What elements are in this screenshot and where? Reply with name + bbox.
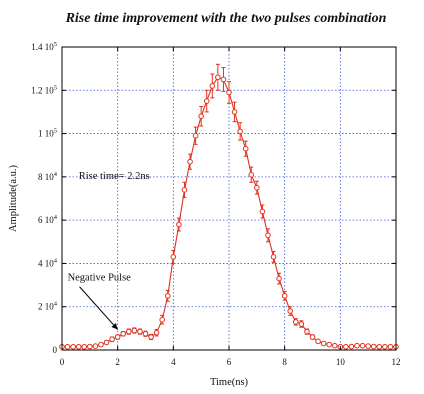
data-point: [287, 308, 294, 314]
data-point: [376, 343, 383, 350]
y-tick-label: 1.4 105: [31, 41, 57, 52]
y-tick-label: 4 104: [38, 257, 58, 268]
ticks: 0 2 4 6 8 10 12 0 2 104 4 104 6 104 8 104 1 105 1.2 1…: [31, 41, 400, 367]
data-point: [187, 158, 193, 165]
data-point: [126, 328, 132, 335]
data-point: [343, 343, 349, 350]
annotation-text: Rise time= 2.2ns: [79, 171, 150, 182]
data-point: [137, 328, 143, 335]
data-point: [359, 342, 366, 349]
data-point: [148, 334, 154, 340]
x-tick-label: 4: [171, 357, 176, 367]
data-point: [304, 328, 310, 335]
annotation-text: Negative Pulse: [68, 273, 132, 284]
data-point: [109, 336, 115, 342]
data-point: [120, 330, 127, 337]
data-point: [354, 342, 360, 349]
data-point: [320, 340, 327, 347]
data-point: [293, 319, 299, 325]
x-tick-label: 8: [282, 357, 287, 367]
data-point: [315, 338, 321, 345]
x-tick-label: 0: [60, 357, 65, 367]
data-point: [203, 98, 210, 104]
data-point: [265, 232, 271, 239]
y-tick-label: 2 104: [38, 301, 58, 312]
data-point: [192, 132, 199, 139]
y-tick-label: 1 105: [38, 128, 57, 139]
data-point: [226, 89, 232, 96]
x-tick-label: 12: [392, 357, 401, 367]
data-point: [276, 275, 282, 282]
data-point: [92, 343, 99, 349]
chart-title: Rise time improvement with the two pulse…: [65, 11, 387, 26]
data-point: [348, 343, 355, 350]
data-point: [170, 254, 177, 260]
y-tick-label: 0: [53, 345, 58, 355]
data-point: [181, 187, 188, 193]
data-point: [215, 74, 221, 81]
data-point: [98, 341, 104, 348]
data-point: [70, 343, 76, 350]
data-point: [103, 339, 110, 346]
data-point: [259, 208, 266, 215]
annotations: Rise time= 2.2ns Negative Pulse: [68, 171, 150, 330]
data-point: [87, 343, 93, 350]
data-point: [387, 343, 394, 350]
data-point: [153, 329, 160, 336]
data-point: [370, 343, 377, 350]
data-point: [131, 327, 138, 334]
data-point: [75, 343, 82, 350]
data-point: [159, 316, 165, 323]
data-point: [382, 343, 388, 350]
data-point: [81, 343, 88, 350]
y-tick-label: 8 104: [38, 171, 58, 182]
y-tick-label: 1.2 105: [31, 84, 57, 95]
data-point: [231, 109, 238, 115]
data-point: [176, 221, 182, 228]
data-point: [242, 145, 249, 152]
data-point: [142, 330, 149, 337]
data-point: [254, 184, 260, 191]
data-point: [220, 76, 227, 83]
y-tick-label: 6 104: [38, 214, 58, 225]
data-point: [298, 321, 305, 327]
series: [59, 63, 399, 350]
annotation-arrow: [79, 286, 119, 330]
data-point: [281, 293, 288, 299]
x-axis-label: Time(ns): [210, 377, 249, 388]
data-point: [331, 342, 338, 349]
data-point: [365, 343, 371, 349]
data-point: [309, 334, 316, 340]
data-point: [209, 83, 216, 89]
x-tick-label: 6: [227, 357, 232, 367]
arrow-head-icon: [111, 322, 118, 330]
data-point: [248, 171, 255, 178]
data-point: [114, 334, 121, 340]
data-point: [326, 341, 333, 348]
x-tick-label: 2: [115, 357, 120, 367]
data-point: [64, 343, 71, 350]
data-point: [198, 113, 204, 120]
x-tick-label: 10: [336, 357, 346, 367]
data-point: [164, 293, 171, 299]
data-point: [270, 254, 277, 260]
y-axis-label: Amplitude(a.u.): [8, 164, 19, 232]
data-point: [237, 128, 243, 135]
